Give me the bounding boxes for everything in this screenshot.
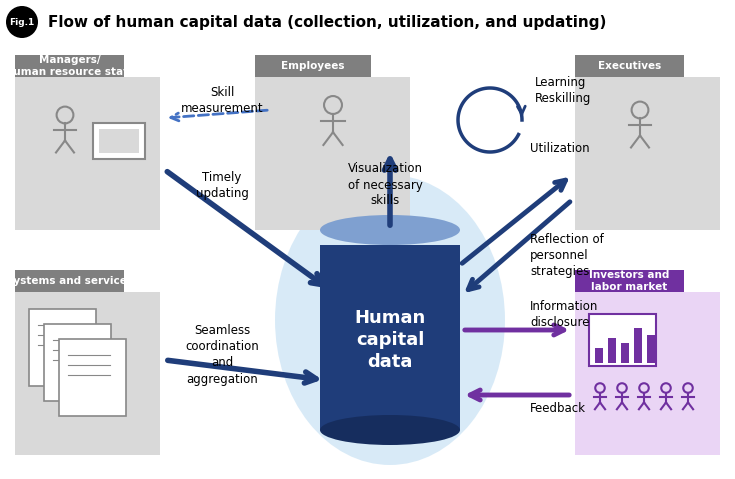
Ellipse shape [320, 215, 460, 245]
Ellipse shape [275, 175, 505, 465]
FancyBboxPatch shape [15, 77, 160, 230]
FancyBboxPatch shape [575, 292, 720, 455]
FancyBboxPatch shape [575, 77, 720, 230]
Text: Skill
measurement: Skill measurement [181, 85, 263, 114]
FancyArrowPatch shape [465, 325, 564, 335]
FancyBboxPatch shape [575, 55, 684, 77]
Text: Learning
Reskilling: Learning Reskilling [535, 76, 592, 104]
FancyBboxPatch shape [44, 324, 111, 401]
Text: Seamless
coordination
and
aggregation: Seamless coordination and aggregation [185, 324, 259, 386]
FancyArrowPatch shape [168, 171, 323, 285]
FancyBboxPatch shape [15, 270, 123, 292]
FancyBboxPatch shape [589, 314, 656, 366]
Text: Executives: Executives [598, 61, 661, 71]
Bar [647, 335, 655, 363]
FancyArrowPatch shape [468, 202, 570, 290]
Ellipse shape [320, 415, 460, 445]
Text: Visualization
of necessary
skills: Visualization of necessary skills [348, 162, 423, 207]
FancyArrowPatch shape [462, 180, 566, 263]
Circle shape [6, 6, 38, 38]
Bar [621, 343, 629, 363]
FancyBboxPatch shape [15, 55, 123, 77]
Text: Systems and services: Systems and services [6, 276, 133, 286]
FancyArrowPatch shape [171, 110, 268, 121]
Text: Information
disclosure: Information disclosure [530, 300, 598, 330]
FancyBboxPatch shape [320, 245, 460, 430]
FancyBboxPatch shape [575, 270, 684, 292]
FancyBboxPatch shape [15, 292, 160, 455]
FancyArrowPatch shape [168, 360, 316, 383]
Text: Human
capital
data: Human capital data [354, 309, 426, 371]
FancyArrowPatch shape [470, 390, 569, 400]
Text: Timely
updating: Timely updating [196, 171, 248, 199]
Text: Feedback: Feedback [530, 401, 586, 414]
Text: Managers/
human resource staff: Managers/ human resource staff [6, 55, 132, 77]
FancyArrowPatch shape [384, 159, 395, 225]
Text: Fig.1: Fig.1 [10, 18, 35, 26]
FancyBboxPatch shape [255, 55, 371, 77]
FancyBboxPatch shape [255, 77, 410, 230]
Text: Investors and
labor market: Investors and labor market [589, 270, 670, 292]
Text: Flow of human capital data (collection, utilization, and updating): Flow of human capital data (collection, … [48, 14, 606, 30]
FancyBboxPatch shape [59, 339, 126, 416]
Bar [595, 348, 603, 363]
FancyBboxPatch shape [29, 309, 96, 386]
FancyBboxPatch shape [93, 123, 145, 159]
Bar [634, 328, 642, 363]
Text: Reflection of
personnel
strategies: Reflection of personnel strategies [530, 232, 603, 277]
FancyBboxPatch shape [99, 129, 139, 153]
Text: Employees: Employees [282, 61, 345, 71]
Text: Utilization: Utilization [530, 141, 589, 155]
Bar [608, 338, 616, 363]
